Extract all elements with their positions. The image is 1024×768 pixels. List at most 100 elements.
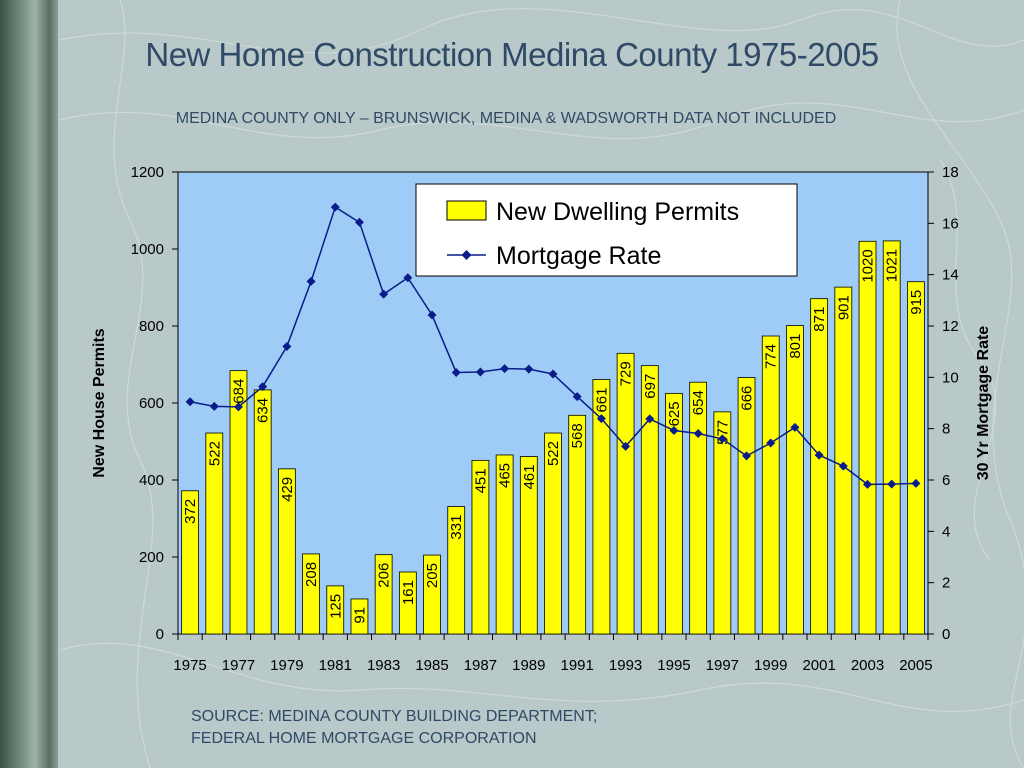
x-tick-label: 1987 xyxy=(464,657,497,674)
line-point xyxy=(379,289,389,299)
y2-tick-label: 2 xyxy=(942,575,950,592)
bar xyxy=(229,370,248,635)
bar xyxy=(834,286,853,635)
line-point xyxy=(838,461,848,471)
bar xyxy=(181,490,199,635)
line-series xyxy=(185,202,921,489)
line-point xyxy=(500,364,510,374)
bar-data-label: 901 xyxy=(835,295,852,320)
bar-data-label: 451 xyxy=(472,468,489,493)
bar-data-label: 774 xyxy=(763,344,780,369)
line-point xyxy=(475,367,485,377)
bar xyxy=(640,365,659,635)
line-point xyxy=(863,479,873,489)
y-tick-label: 0 xyxy=(156,626,164,643)
y2-tick-label: 16 xyxy=(942,215,959,232)
x-tick-label: 1985 xyxy=(415,657,448,674)
source-line-2: FEDERAL HOME MORTGAGE CORPORATION xyxy=(191,730,537,747)
bar-data-label: 871 xyxy=(811,307,828,332)
source-note: SOURCE: MEDINA COUNTY BUILDING DEPARTMEN… xyxy=(191,706,597,750)
bar xyxy=(568,414,587,635)
bar-data-label: 684 xyxy=(230,379,247,404)
bar xyxy=(398,571,417,635)
x-tick-label: 1991 xyxy=(561,657,594,674)
y-tick-label: 200 xyxy=(139,549,164,566)
bar-data-label: 206 xyxy=(376,563,393,588)
x-tick-label: 1995 xyxy=(657,657,690,674)
y2-tick-label: 14 xyxy=(942,267,959,284)
bar xyxy=(326,585,345,635)
x-tick-label: 1999 xyxy=(754,657,787,674)
bar-data-label: 666 xyxy=(739,386,756,411)
y-axis-label: New House Permits xyxy=(91,328,108,477)
x-tick-label: 1981 xyxy=(319,657,352,674)
y-tick-label: 800 xyxy=(139,318,164,335)
line-point xyxy=(354,217,364,227)
line-point xyxy=(427,310,437,320)
line-point xyxy=(185,397,195,407)
line-point xyxy=(645,414,655,424)
bar-data-label: 205 xyxy=(424,563,441,588)
bar xyxy=(423,554,441,635)
line-point xyxy=(306,276,316,286)
bar-data-label: 331 xyxy=(448,515,465,540)
x-tick-label: 2001 xyxy=(802,657,835,674)
line-point xyxy=(766,438,776,448)
x-tick-label: 2003 xyxy=(851,657,884,674)
y2-axis-label: 30 Yr Mortgage Rate xyxy=(975,326,992,481)
bar-data-label: 634 xyxy=(255,398,272,423)
y2-tick-label: 12 xyxy=(942,318,959,335)
line-point xyxy=(548,369,558,379)
bar-data-label: 465 xyxy=(497,463,514,488)
decorative-side-strip xyxy=(0,0,58,768)
line-point xyxy=(596,414,606,424)
line-point xyxy=(233,402,243,412)
bar xyxy=(519,456,538,635)
bar-data-label: 208 xyxy=(303,562,320,587)
bar-data-label: 161 xyxy=(400,580,417,605)
bar xyxy=(882,240,901,635)
line-point xyxy=(717,434,727,444)
bar-data-label: 125 xyxy=(327,594,344,619)
bar-data-labels: 372 522 684 634 429 208 125 91 206 161 205 331 451 46… xyxy=(182,249,925,624)
left-axis: 0 200 400 600 800 1000 1200 xyxy=(131,164,178,643)
legend-bar-swatch xyxy=(446,200,487,221)
legend-label-permits: New Dwelling Permits xyxy=(496,198,739,226)
line-point xyxy=(693,429,703,439)
x-tick-label: 1983 xyxy=(367,657,400,674)
y-tick-label: 400 xyxy=(139,472,164,489)
bar xyxy=(665,392,683,635)
line-point xyxy=(209,401,219,411)
bar xyxy=(471,459,490,635)
x-tick-label: 1977 xyxy=(222,657,255,674)
right-axis: 0 2 4 6 8 10 12 14 16 18 xyxy=(928,164,959,643)
line-point xyxy=(524,364,534,374)
line-point xyxy=(742,451,752,461)
y-tick-label: 600 xyxy=(139,395,164,412)
bar xyxy=(495,454,514,635)
y2-tick-label: 10 xyxy=(942,369,959,386)
bar xyxy=(810,298,828,635)
y2-tick-label: 6 xyxy=(942,472,950,489)
line-point xyxy=(621,441,631,451)
line-point xyxy=(814,450,824,460)
bar xyxy=(544,432,562,635)
legend: New Dwelling Permits Mortgage Rate xyxy=(415,183,798,277)
x-tick-label: 2005 xyxy=(899,657,932,674)
line-point xyxy=(887,479,897,489)
bar xyxy=(737,377,756,635)
bar xyxy=(350,598,369,635)
bar xyxy=(786,325,804,635)
line-point xyxy=(790,422,800,432)
slide-subtitle: MEDINA COUNTY ONLY – BRUNSWICK, MEDINA &… xyxy=(175,110,837,127)
bar-data-label: 1020 xyxy=(860,249,877,282)
bar-data-label: 372 xyxy=(182,499,199,524)
slide-title: New Home Construction Medina County 1975… xyxy=(145,36,879,73)
bar-data-label: 661 xyxy=(593,388,610,413)
x-tick-label: 1997 xyxy=(706,657,739,674)
source-line-1: SOURCE: MEDINA COUNTY BUILDING DEPARTMEN… xyxy=(191,708,598,725)
bar-series xyxy=(181,240,925,635)
y-tick-label: 1200 xyxy=(131,164,164,181)
bar xyxy=(592,379,611,635)
